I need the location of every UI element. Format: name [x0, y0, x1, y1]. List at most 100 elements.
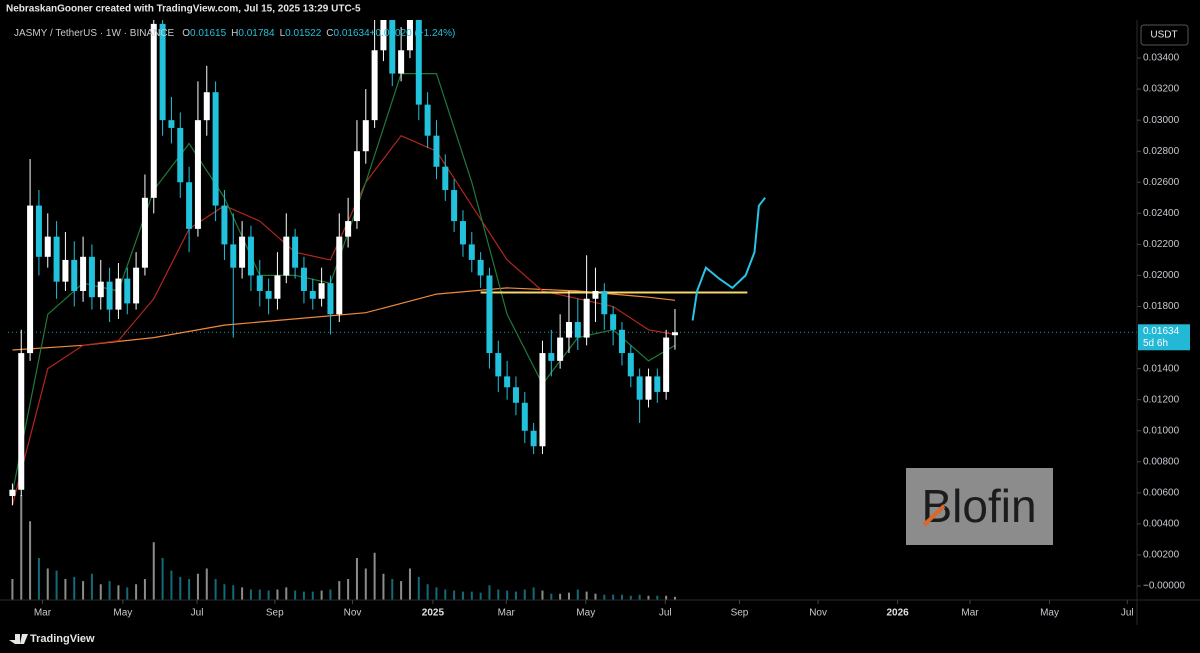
volume-bar	[373, 552, 376, 600]
volume-bar	[64, 579, 67, 600]
x-tick-label: Mar	[34, 608, 52, 619]
x-tick-label: Nov	[809, 608, 827, 619]
candle-body	[124, 278, 131, 304]
y-tick-label: 0.02800	[1143, 146, 1180, 157]
y-tick-label: −0.00000	[1143, 581, 1185, 592]
volume-bar	[559, 593, 562, 600]
volume-bar	[585, 591, 588, 600]
volume-bar	[170, 570, 173, 600]
logo	[9, 634, 28, 644]
candle-body	[627, 353, 634, 377]
volume-bar	[497, 589, 500, 600]
y-tick-label: 0.03400	[1143, 53, 1180, 64]
volume-bar	[629, 595, 632, 600]
volume-bar	[620, 594, 623, 600]
candle-body	[539, 353, 546, 447]
volume-bar	[223, 584, 226, 600]
legend-key: L	[280, 28, 286, 39]
volume-bar	[382, 573, 385, 600]
x-tick-label: Nov	[344, 608, 362, 619]
legend-key: H	[231, 28, 238, 39]
volume-bar	[276, 589, 279, 600]
candle-body	[35, 205, 42, 257]
candle-body	[44, 236, 51, 257]
candle-body	[512, 387, 519, 403]
volume-bar	[638, 594, 641, 600]
volume-bar	[347, 579, 350, 600]
volume-bar	[37, 558, 40, 600]
volume-bar	[152, 542, 155, 600]
volume-bar	[576, 589, 579, 600]
candle-body	[274, 275, 281, 299]
legend-key: O	[182, 28, 190, 39]
watermark-slash	[922, 504, 946, 527]
candle-body	[53, 236, 60, 282]
legend-value: 0.01522	[285, 28, 322, 39]
y-tick-label: 0.01200	[1143, 394, 1180, 405]
legend-value: 0.01784	[238, 28, 275, 39]
candle-body	[9, 489, 16, 496]
candle-body	[221, 205, 228, 245]
volume-bar	[435, 587, 438, 600]
volume-bar	[135, 584, 138, 600]
volume-bar	[673, 596, 676, 600]
candle-body	[353, 151, 360, 222]
volume-bar	[29, 521, 32, 600]
volume-bar	[143, 579, 146, 600]
volume-bar	[108, 581, 111, 600]
legend-value: +0.00020 (+1.24%)	[370, 28, 456, 39]
volume-bar	[73, 576, 76, 600]
candle-body	[398, 50, 405, 74]
candle-body	[592, 290, 599, 299]
volume-bar	[594, 593, 597, 600]
candle-body	[292, 236, 299, 268]
candle-body	[504, 376, 511, 388]
volume-bar	[541, 590, 544, 600]
currency: USDT	[1150, 30, 1177, 41]
volume-bar	[488, 585, 491, 600]
y-tick-label: 0.03200	[1143, 84, 1180, 95]
y-tick-label: 0.00400	[1143, 519, 1180, 530]
volume-bar	[117, 585, 120, 600]
y-tick-label: 0.01400	[1143, 363, 1180, 374]
line	[691, 197, 766, 321]
candle-body	[583, 298, 590, 338]
candle-body	[141, 197, 148, 268]
y-tick-label: 0.01800	[1143, 301, 1180, 312]
volume-bar	[205, 568, 208, 600]
x-tick-label: Jul	[1121, 608, 1134, 619]
volume-bar	[302, 591, 305, 600]
volume-bar	[426, 584, 429, 600]
candle-body	[133, 267, 140, 304]
volume-bar	[99, 584, 102, 600]
candle-body	[327, 283, 334, 315]
x-tick-label: May	[576, 608, 595, 619]
volume-bar	[90, 573, 93, 600]
candle-body	[283, 236, 290, 276]
volume-bar	[311, 591, 314, 600]
candle-body	[486, 275, 493, 354]
y-tick-label: 0.03000	[1143, 115, 1180, 126]
legend-value: 0.01634	[334, 28, 371, 39]
countdown: 5d 6h	[1143, 338, 1168, 349]
y-tick-label: 0.00600	[1143, 487, 1180, 498]
symbol: JASMY / TetherUS · 1W · BINANCE	[14, 28, 175, 39]
candle-body	[27, 205, 34, 354]
volume-bar	[241, 587, 244, 600]
volume-bar	[408, 568, 411, 600]
volume-bar	[453, 590, 456, 600]
volume-bar	[196, 573, 199, 600]
watermark-box	[906, 468, 1053, 545]
y-tick-label: 0.00200	[1143, 550, 1180, 561]
candle-body	[168, 120, 175, 128]
candle-body	[371, 50, 378, 121]
x-tick-label: May	[1040, 608, 1059, 619]
candle-body	[106, 281, 113, 310]
candle-body	[477, 259, 484, 276]
volume-bar	[355, 558, 358, 600]
plot-area	[8, 20, 1137, 600]
candle-body	[336, 236, 343, 315]
candle-body	[177, 127, 184, 183]
